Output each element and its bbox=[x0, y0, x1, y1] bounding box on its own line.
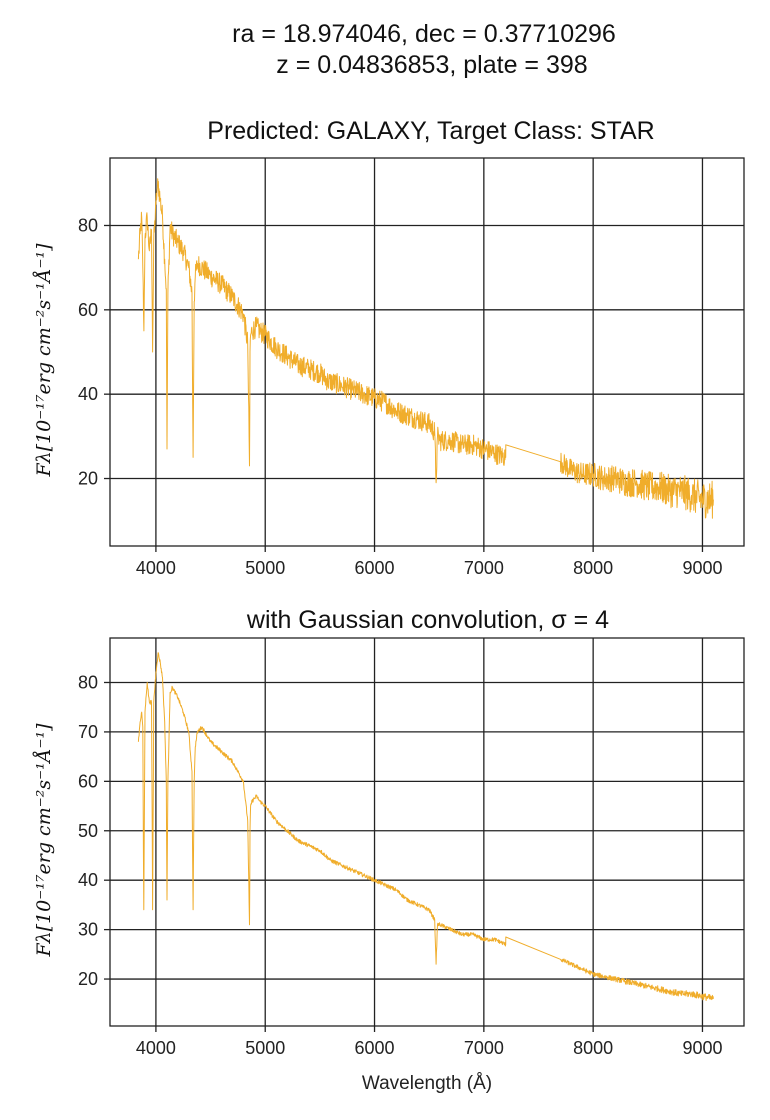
y-tick-label: 60 bbox=[78, 300, 98, 320]
grid-lines bbox=[110, 158, 744, 546]
y-tick-label: 30 bbox=[78, 920, 98, 940]
grid-lines bbox=[110, 638, 744, 1026]
y-tick-label: 40 bbox=[78, 870, 98, 890]
y-tick-label: 40 bbox=[78, 384, 98, 404]
y-tick-label: 50 bbox=[78, 821, 98, 841]
x-tick-label: 7000 bbox=[464, 558, 504, 578]
y-tick-label: 60 bbox=[78, 771, 98, 791]
x-tick-label: 9000 bbox=[682, 558, 722, 578]
ticks: 4000 5000 6000 7000 8000 9000 20 30 40 50 60 70 80 bbox=[78, 672, 723, 1058]
panel-title: with Gaussian convolution, σ = 4 bbox=[246, 606, 609, 634]
y-tick-label: 20 bbox=[78, 469, 98, 489]
y-tick-label: 70 bbox=[78, 722, 98, 742]
y-axis-label: Fλ[10⁻¹⁷erg cm⁻²s⁻¹Å⁻¹] bbox=[33, 723, 55, 958]
y-axis-label: Fλ[10⁻¹⁷erg cm⁻²s⁻¹Å⁻¹] bbox=[33, 243, 55, 478]
x-tick-label: 5000 bbox=[245, 558, 285, 578]
x-tick-label: 9000 bbox=[682, 1038, 722, 1058]
x-tick-label: 4000 bbox=[136, 558, 176, 578]
y-tick-label: 80 bbox=[78, 215, 98, 235]
spectrum-panel-smoothed: with Gaussian convolution, σ = 4 Wavelen… bbox=[33, 606, 745, 1094]
x-tick-label: 6000 bbox=[355, 558, 395, 578]
x-tick-label: 4000 bbox=[136, 1038, 176, 1058]
spectrum-panel-raw: Predicted: GALAXY, Target Class: STAR 40… bbox=[33, 117, 745, 578]
series-group bbox=[137, 178, 714, 519]
plot-frame bbox=[109, 637, 745, 1027]
x-axis-label: Wavelength (Å) bbox=[362, 1073, 492, 1094]
x-tick-label: 8000 bbox=[573, 558, 613, 578]
header-coordinates: ra = 18.974046, dec = 0.37710296 bbox=[232, 20, 616, 48]
header-redshift-plate: z = 0.04836853, plate = 398 bbox=[276, 51, 587, 79]
x-tick-label: 6000 bbox=[355, 1038, 395, 1058]
series-group bbox=[137, 652, 714, 1001]
ticks: 4000 5000 6000 7000 8000 9000 20 40 60 80 bbox=[78, 215, 723, 578]
x-tick-label: 5000 bbox=[245, 1038, 285, 1058]
panel-title: Predicted: GALAXY, Target Class: STAR bbox=[207, 117, 654, 145]
y-tick-label: 80 bbox=[78, 672, 98, 692]
plot-frame bbox=[109, 157, 745, 547]
x-tick-label: 8000 bbox=[573, 1038, 613, 1058]
spectrum-line bbox=[137, 178, 714, 519]
x-tick-label: 7000 bbox=[464, 1038, 504, 1058]
spectrum-line bbox=[137, 652, 714, 1001]
y-tick-label: 20 bbox=[78, 969, 98, 989]
